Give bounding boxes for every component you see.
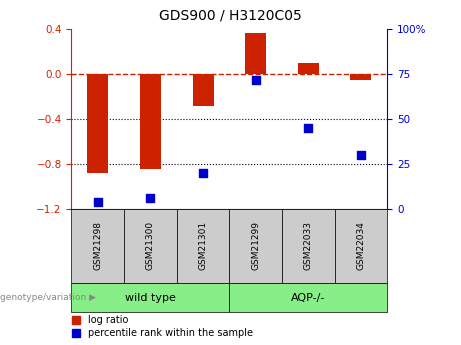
Text: GSM21300: GSM21300 [146, 221, 155, 270]
Legend: log ratio, percentile rank within the sample: log ratio, percentile rank within the sa… [72, 315, 253, 338]
Text: GSM22034: GSM22034 [356, 221, 366, 270]
Text: GDS900 / H3120C05: GDS900 / H3120C05 [159, 9, 302, 23]
Text: GSM21298: GSM21298 [93, 221, 102, 270]
Text: GSM22033: GSM22033 [304, 221, 313, 270]
Bar [193, 74, 213, 106]
Point [305, 125, 312, 131]
Point [94, 199, 101, 204]
Point [357, 152, 365, 158]
Bar [350, 74, 372, 80]
Bar [245, 33, 266, 74]
Text: AQP-/-: AQP-/- [291, 293, 325, 303]
Bar [140, 74, 161, 169]
Point [252, 77, 260, 82]
Bar [87, 74, 108, 173]
Text: genotype/variation ▶: genotype/variation ▶ [0, 293, 96, 302]
Bar [298, 63, 319, 74]
Text: GSM21301: GSM21301 [199, 221, 207, 270]
Text: GSM21299: GSM21299 [251, 221, 260, 270]
Point [147, 195, 154, 201]
Text: wild type: wild type [125, 293, 176, 303]
Point [199, 170, 207, 176]
